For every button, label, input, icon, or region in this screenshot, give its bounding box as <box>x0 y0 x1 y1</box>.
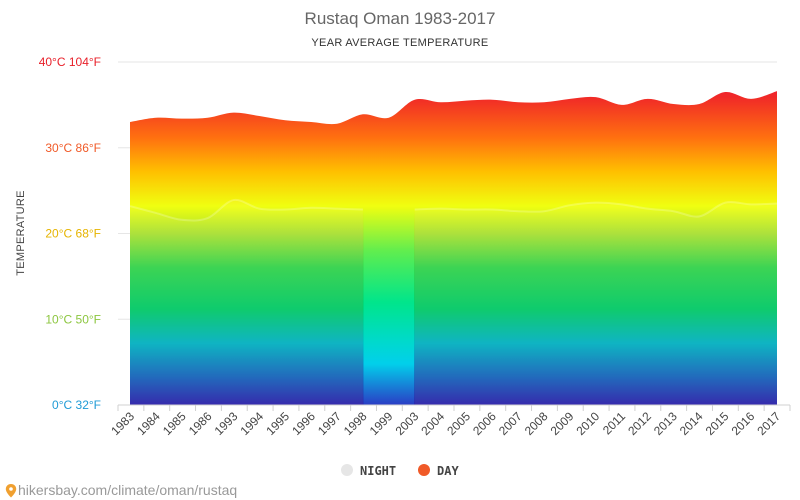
y-axis-ticks: 0°C 32°F 10°C 50°F 20°C 68°F 30°C 86°F 40°C … <box>39 55 101 412</box>
x-tick-label: 1998 <box>341 409 370 438</box>
x-tick-label: 1985 <box>160 409 189 438</box>
y-tick-label: 0°C 32°F <box>52 398 101 412</box>
x-tick-label: 2008 <box>522 409 551 438</box>
y-tick-label: 30°C 86°F <box>45 141 101 155</box>
y-tick-label: 10°C 50°F <box>45 312 101 326</box>
chart-title: Rustaq Oman 1983-2017 <box>305 9 496 28</box>
x-tick-label: 1983 <box>108 409 137 438</box>
x-tick-label: 1995 <box>263 409 292 438</box>
night-line <box>129 198 363 222</box>
night-missing-band <box>363 209 415 405</box>
x-tick-label: 2014 <box>677 409 706 438</box>
x-tick-label: 2005 <box>444 409 473 438</box>
y-tick-label: 20°C 68°F <box>45 227 101 241</box>
x-tick-label: 2015 <box>703 409 732 438</box>
x-tick-label: 2013 <box>651 409 680 438</box>
x-tick-label: 2004 <box>418 409 447 438</box>
legend-night-marker <box>341 464 353 476</box>
x-tick-label: 1984 <box>134 409 163 438</box>
x-tick-label: 2007 <box>496 409 525 438</box>
x-tick-label: 1997 <box>315 409 344 438</box>
x-tick-label: 2016 <box>729 409 758 438</box>
legend-item-day[interactable]: DAY <box>418 464 459 478</box>
night-area <box>130 199 363 405</box>
night-area <box>414 202 777 405</box>
x-tick-label: 2012 <box>625 409 654 438</box>
y-tick-label: 40°C 104°F <box>39 55 101 69</box>
map-pin-dot <box>9 487 13 491</box>
x-tick-label: 2017 <box>754 409 783 438</box>
legend-day-marker <box>418 464 430 476</box>
x-tick-label: 1994 <box>237 409 266 438</box>
y-axis-label: TEMPERATURE <box>15 190 27 276</box>
x-axis-ticks: 1983198419851986199319941995199619971998… <box>108 404 791 438</box>
chart-subtitle: YEAR AVERAGE TEMPERATURE <box>311 37 488 49</box>
legend-item-night[interactable]: NIGHT <box>341 464 396 478</box>
night-line <box>414 201 778 218</box>
temperature-areas <box>129 91 778 406</box>
x-tick-label: 1996 <box>289 409 318 438</box>
day-area <box>130 91 777 406</box>
x-tick-label: 1986 <box>186 409 215 438</box>
legend: NIGHT DAY <box>341 464 459 478</box>
x-tick-label: 1999 <box>367 409 396 438</box>
x-tick-label: 2009 <box>548 409 577 438</box>
x-tick-label: 1993 <box>212 409 241 438</box>
x-tick-label: 2010 <box>573 409 602 438</box>
x-tick-label: 2003 <box>393 409 422 438</box>
source-url: hikersbay.com/climate/oman/rustaq <box>18 482 237 498</box>
source-link[interactable]: hikersbay.com/climate/oman/rustaq <box>5 482 237 498</box>
x-tick-label: 2006 <box>470 409 499 438</box>
legend-night-label: NIGHT <box>360 464 396 478</box>
x-tick-label: 2011 <box>600 409 628 437</box>
legend-day-label: DAY <box>437 464 459 478</box>
